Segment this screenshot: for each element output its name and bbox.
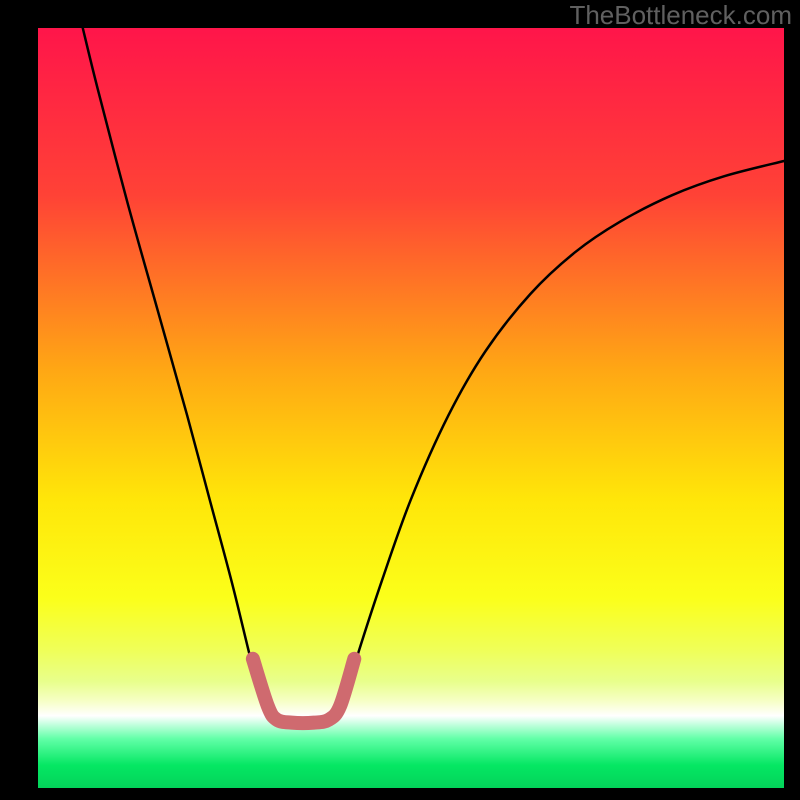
chart-stage: TheBottleneck.com (0, 0, 800, 800)
bottleneck-chart (0, 0, 800, 800)
watermark-text: TheBottleneck.com (569, 0, 792, 28)
plot-gradient-background (38, 28, 784, 788)
